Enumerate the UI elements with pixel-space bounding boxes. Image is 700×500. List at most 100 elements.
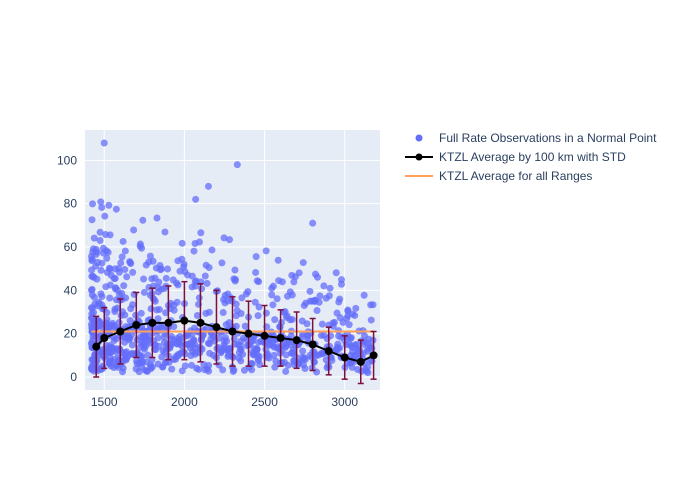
scatter-point — [204, 280, 211, 287]
scatter-point — [222, 334, 229, 341]
scatter-point — [358, 368, 365, 375]
scatter-point — [190, 248, 197, 255]
scatter-point — [319, 321, 326, 328]
avg-line-marker — [357, 358, 365, 366]
avg-line-marker — [92, 343, 100, 351]
scatter-point — [250, 351, 257, 358]
scatter-point — [335, 333, 342, 340]
scatter-point — [270, 283, 277, 290]
avg-line-marker — [245, 330, 253, 338]
scatter-point — [285, 362, 292, 369]
x-tick-label: 1500 — [91, 395, 118, 409]
scatter-point — [352, 341, 359, 348]
scatter-point — [168, 366, 175, 373]
scatter-point — [130, 226, 137, 233]
scatter-point — [94, 317, 101, 324]
scatter-point — [101, 140, 108, 147]
scatter-point — [335, 298, 342, 305]
scatter-point — [153, 265, 160, 272]
scatter-point — [278, 359, 285, 366]
scatter-point — [159, 363, 166, 370]
scatter-point — [185, 341, 192, 348]
scatter-point — [138, 364, 145, 371]
scatter-point — [206, 264, 213, 271]
scatter-point — [254, 277, 261, 284]
scatter-point — [129, 269, 136, 276]
scatter-point — [242, 323, 249, 330]
scatter-point — [263, 247, 270, 254]
scatter-point — [306, 288, 313, 295]
scatter-point — [161, 334, 168, 341]
scatter-point — [346, 321, 353, 328]
scatter-point — [230, 368, 237, 375]
legend-marker-icon — [416, 135, 423, 142]
scatter-point — [176, 268, 183, 275]
scatter-point — [338, 276, 345, 283]
scatter-point — [303, 320, 310, 327]
x-tick-label: 3000 — [331, 395, 358, 409]
scatter-point — [370, 301, 377, 308]
scatter-point — [120, 238, 127, 245]
scatter-point — [205, 183, 212, 190]
scatter-point — [164, 265, 171, 272]
scatter-point — [268, 291, 275, 298]
scatter-point — [311, 298, 318, 305]
scatter-chart: 1500200025003000020406080100Full Rate Ob… — [0, 0, 700, 500]
scatter-point — [368, 317, 375, 324]
legend-label: KTZL Average for all Ranges — [439, 169, 592, 183]
avg-line-marker — [132, 321, 140, 329]
scatter-point — [123, 273, 130, 280]
avg-line-marker — [196, 319, 204, 327]
scatter-point — [127, 259, 134, 266]
legend-item: KTZL Average by 100 km with STD — [405, 150, 626, 164]
y-tick-label: 100 — [57, 153, 77, 167]
scatter-point — [139, 353, 146, 360]
scatter-point — [300, 259, 307, 266]
scatter-point — [89, 286, 96, 293]
scatter-point — [163, 275, 170, 282]
scatter-point — [206, 350, 213, 357]
scatter-point — [312, 271, 319, 278]
scatter-point — [177, 350, 184, 357]
scatter-point — [248, 366, 255, 373]
scatter-point — [120, 282, 127, 289]
scatter-point — [252, 299, 259, 306]
scatter-point — [361, 292, 368, 299]
scatter-point — [157, 323, 164, 330]
scatter-point — [143, 262, 150, 269]
scatter-point — [334, 341, 341, 348]
scatter-point — [301, 354, 308, 361]
y-tick-label: 80 — [64, 197, 78, 211]
scatter-point — [151, 275, 158, 282]
scatter-point — [218, 259, 225, 266]
scatter-point — [328, 357, 335, 364]
scatter-point — [156, 306, 163, 313]
scatter-point — [152, 346, 159, 353]
scatter-point — [106, 294, 113, 301]
scatter-point — [238, 310, 245, 317]
scatter-point — [236, 349, 243, 356]
scatter-point — [206, 340, 213, 347]
scatter-point — [188, 362, 195, 369]
scatter-point — [304, 332, 311, 339]
scatter-point — [101, 213, 108, 220]
avg-line-marker — [164, 319, 172, 327]
scatter-point — [223, 321, 230, 328]
scatter-point — [155, 334, 162, 341]
scatter-point — [352, 305, 359, 312]
scatter-point — [196, 294, 203, 301]
scatter-point — [326, 292, 333, 299]
scatter-point — [182, 362, 189, 369]
scatter-point — [316, 292, 323, 299]
y-tick-label: 20 — [64, 327, 78, 341]
scatter-point — [107, 281, 114, 288]
scatter-point — [122, 247, 129, 254]
scatter-point — [139, 217, 146, 224]
scatter-point — [269, 301, 276, 308]
scatter-point — [299, 348, 306, 355]
scatter-point — [119, 253, 126, 260]
scatter-point — [275, 277, 282, 284]
scatter-point — [89, 216, 96, 223]
scatter-point — [93, 251, 100, 258]
scatter-point — [189, 284, 196, 291]
